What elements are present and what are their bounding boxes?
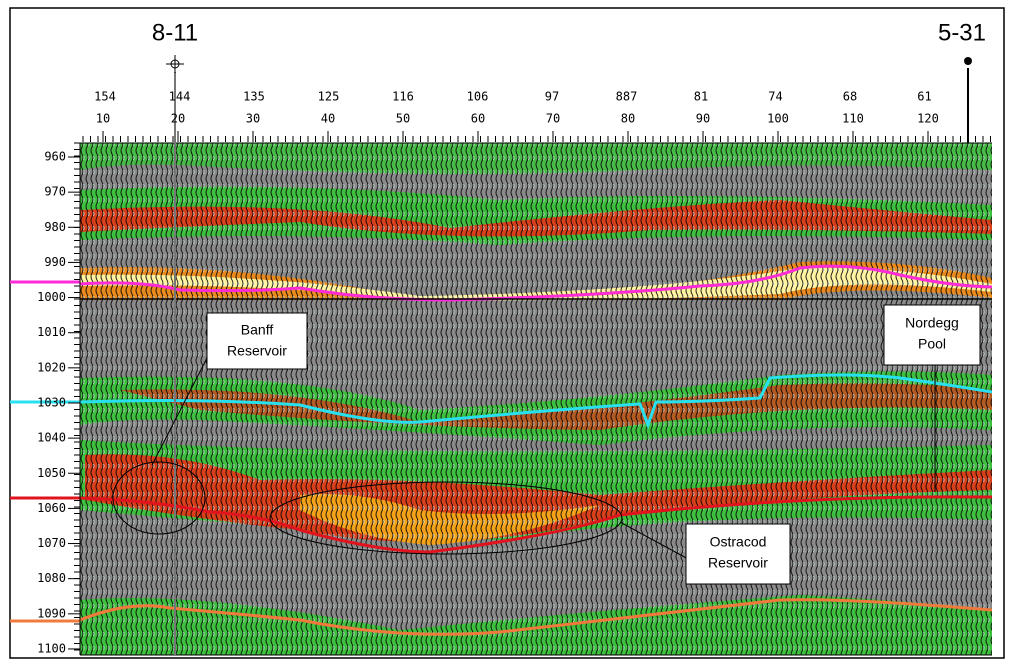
well-symbol [166,55,184,73]
cdp-label: 106 [467,90,489,104]
leader-line [619,521,691,561]
callout-ellipse [112,461,206,535]
callout-ellipse [269,481,623,555]
cdp-label: 116 [392,90,414,104]
depth-label: 1010 [37,325,66,339]
trace-label: 70 [546,112,560,126]
trace-label: 20 [171,112,185,126]
depth-label: 1070 [37,536,66,550]
annotation-text: Reservoir [708,555,768,571]
cdp-label: 154 [94,90,116,104]
annotation-text: Banff [241,322,274,338]
trace-label: 120 [917,112,939,126]
trace-label: 90 [696,112,710,126]
cdp-label: 74 [768,90,782,104]
depth-label: 1000 [37,290,66,304]
depth-label: 1100 [37,641,66,655]
trace-label: 50 [396,112,410,126]
depth-label: 970 [44,185,66,199]
trace-label: 60 [471,112,485,126]
trace-label: 30 [246,112,260,126]
well-symbol [964,57,972,65]
annotation-text: Ostracod [710,534,767,550]
depth-label: 1050 [37,466,66,480]
depth-label: 1060 [37,501,66,515]
annotation: Ostracod Reservoir [685,523,791,585]
depth-label: 990 [44,255,66,269]
well-label: 8-11 [152,19,198,46]
annotation: Nordegg Pool [883,304,981,366]
annotation: Banff Reservoir [206,312,308,370]
depth-label: 980 [44,220,66,234]
depth-label: 1080 [37,571,66,585]
depth-label: 960 [44,150,66,164]
annotation-text: Pool [918,336,946,352]
depth-label: 1040 [37,431,66,445]
well-label: 5-31 [938,19,986,46]
cdp-label: 144 [169,90,191,104]
trace-label: 80 [621,112,635,126]
cdp-label: 81 [694,90,708,104]
cdp-label: 68 [843,90,857,104]
leader-line [151,359,207,466]
annotation-text: Reservoir [227,343,287,359]
depth-label: 1020 [37,360,66,374]
trace-label: 100 [767,112,789,126]
cdp-label: 887 [616,90,638,104]
trace-label: 10 [96,112,110,126]
depth-label: 1030 [37,395,66,409]
trace-label: 40 [321,112,335,126]
cdp-label: 61 [917,90,931,104]
cdp-label: 135 [243,90,265,104]
cdp-label: 97 [545,90,559,104]
annotation-text: Nordegg [905,315,959,331]
depth-label: 1090 [37,606,66,620]
cdp-label: 125 [318,90,340,104]
seismic-image [80,143,992,655]
trace-label: 110 [842,112,864,126]
